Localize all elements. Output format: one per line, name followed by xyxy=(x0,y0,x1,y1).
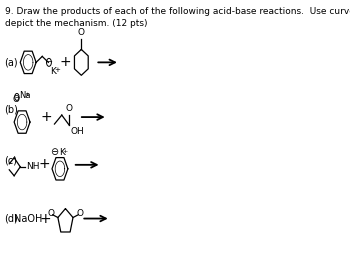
Text: (b): (b) xyxy=(4,104,18,114)
Text: O: O xyxy=(78,27,85,36)
Text: +: + xyxy=(41,110,52,124)
Text: +: + xyxy=(40,211,51,225)
Text: (a): (a) xyxy=(4,57,18,67)
Text: O: O xyxy=(47,209,54,218)
Text: O: O xyxy=(76,209,83,218)
Text: +: + xyxy=(59,55,71,69)
Text: −: − xyxy=(14,94,20,99)
Text: ⊖: ⊖ xyxy=(50,147,58,157)
Text: +: + xyxy=(39,157,50,171)
Text: NaOH: NaOH xyxy=(14,214,42,224)
Text: +: + xyxy=(54,67,60,73)
Text: −: − xyxy=(46,59,52,65)
Text: O: O xyxy=(13,95,20,104)
Text: K: K xyxy=(50,67,56,76)
Text: depict the mechanism. (12 pts): depict the mechanism. (12 pts) xyxy=(5,18,147,28)
Text: O: O xyxy=(65,104,72,113)
Text: +: + xyxy=(63,149,68,154)
Text: 9. Draw the products of each of the following acid-base reactions.  Use curved a: 9. Draw the products of each of the foll… xyxy=(5,7,350,16)
Text: +: + xyxy=(24,92,29,97)
Text: (d): (d) xyxy=(4,214,18,224)
Text: K: K xyxy=(59,148,65,157)
Text: OH: OH xyxy=(70,126,84,135)
Text: (c): (c) xyxy=(4,156,17,166)
Text: NH: NH xyxy=(26,162,39,171)
Text: Na: Na xyxy=(19,91,31,100)
